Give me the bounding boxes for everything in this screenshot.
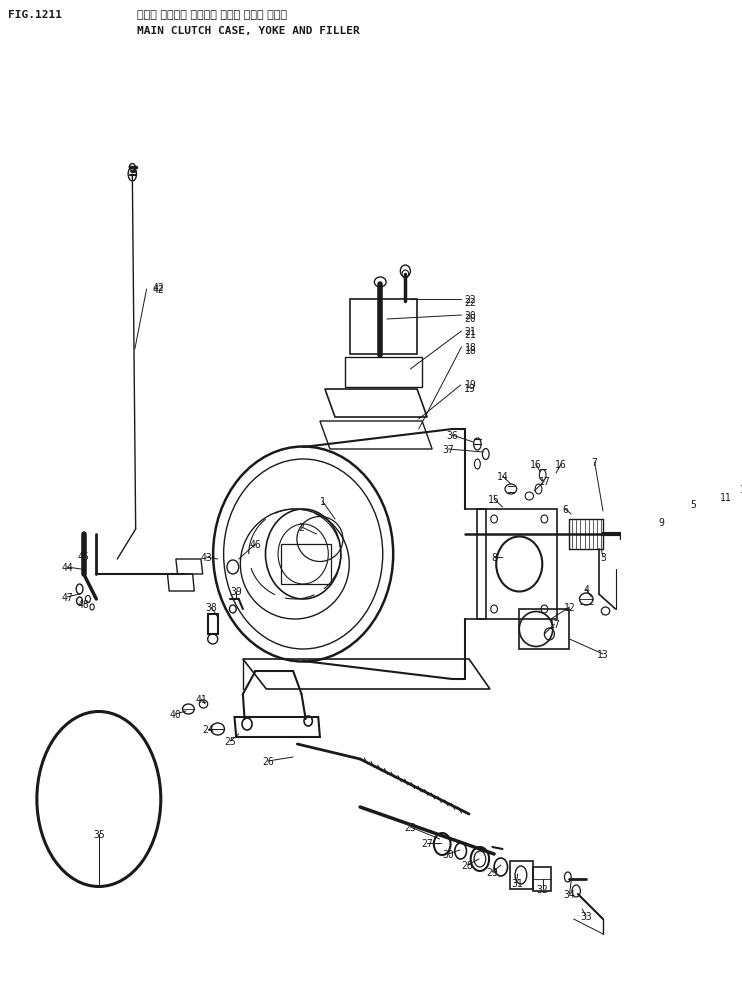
Text: 25: 25	[224, 737, 236, 746]
Text: 32: 32	[536, 884, 548, 894]
Text: 27: 27	[421, 838, 433, 848]
Text: 19: 19	[464, 384, 476, 393]
Text: 48: 48	[78, 599, 90, 609]
Bar	[280, 544, 331, 585]
Text: 10: 10	[740, 484, 742, 495]
Text: 46: 46	[249, 539, 261, 549]
Text: 14: 14	[496, 471, 508, 481]
Text: 7: 7	[591, 458, 597, 467]
Text: 8: 8	[491, 552, 497, 562]
Text: 36: 36	[447, 431, 458, 441]
Text: 37: 37	[442, 445, 454, 455]
Text: 31: 31	[510, 879, 522, 888]
Text: 20: 20	[464, 311, 476, 320]
Text: 28: 28	[462, 860, 473, 870]
Text: 1: 1	[320, 497, 326, 507]
Text: 18: 18	[464, 346, 476, 356]
Text: 21: 21	[464, 329, 476, 339]
Text: 20: 20	[464, 314, 476, 323]
Text: 26: 26	[262, 756, 274, 766]
Text: 6: 6	[562, 505, 568, 515]
Text: 17: 17	[548, 619, 560, 629]
Text: 16: 16	[530, 459, 542, 469]
Text: 17: 17	[539, 476, 551, 486]
Text: 12: 12	[564, 602, 575, 612]
Text: 4: 4	[583, 585, 589, 595]
Text: 23: 23	[404, 822, 416, 832]
Text: 13: 13	[597, 650, 609, 660]
Text: 9: 9	[659, 518, 665, 528]
Text: MAIN CLUTCH CASE, YOKE AND FILLER: MAIN CLUTCH CASE, YOKE AND FILLER	[137, 26, 359, 35]
Text: 45: 45	[78, 551, 90, 561]
Text: 2: 2	[298, 523, 304, 532]
Text: 18: 18	[464, 343, 476, 353]
Text: 42: 42	[152, 285, 164, 295]
Text: 47: 47	[61, 593, 73, 602]
Text: 19: 19	[464, 380, 476, 389]
Text: FIG.1211: FIG.1211	[8, 10, 62, 20]
Text: 29: 29	[487, 867, 499, 878]
Text: 24: 24	[202, 725, 214, 735]
Text: 34: 34	[564, 889, 575, 899]
Text: 35: 35	[93, 829, 105, 839]
Text: 3: 3	[600, 552, 606, 562]
Text: 22: 22	[464, 298, 476, 308]
Text: 44: 44	[61, 562, 73, 573]
Text: 30: 30	[442, 849, 454, 859]
Text: メイン クラッチ ケース， ヨーク オヨビ フィラ: メイン クラッチ ケース， ヨーク オヨビ フィラ	[137, 10, 286, 20]
Text: 16: 16	[555, 459, 567, 469]
Text: 5: 5	[691, 500, 697, 510]
Text: 15: 15	[488, 495, 500, 505]
Text: 41: 41	[195, 694, 207, 704]
Text: 11: 11	[720, 492, 732, 503]
Text: 40: 40	[170, 709, 182, 719]
Text: 21: 21	[464, 326, 476, 336]
Text: 39: 39	[230, 587, 242, 597]
Text: 43: 43	[200, 552, 212, 562]
Text: 33: 33	[580, 911, 592, 921]
Text: 42: 42	[152, 283, 164, 293]
Text: 22: 22	[464, 295, 476, 305]
Text: 38: 38	[206, 602, 217, 612]
